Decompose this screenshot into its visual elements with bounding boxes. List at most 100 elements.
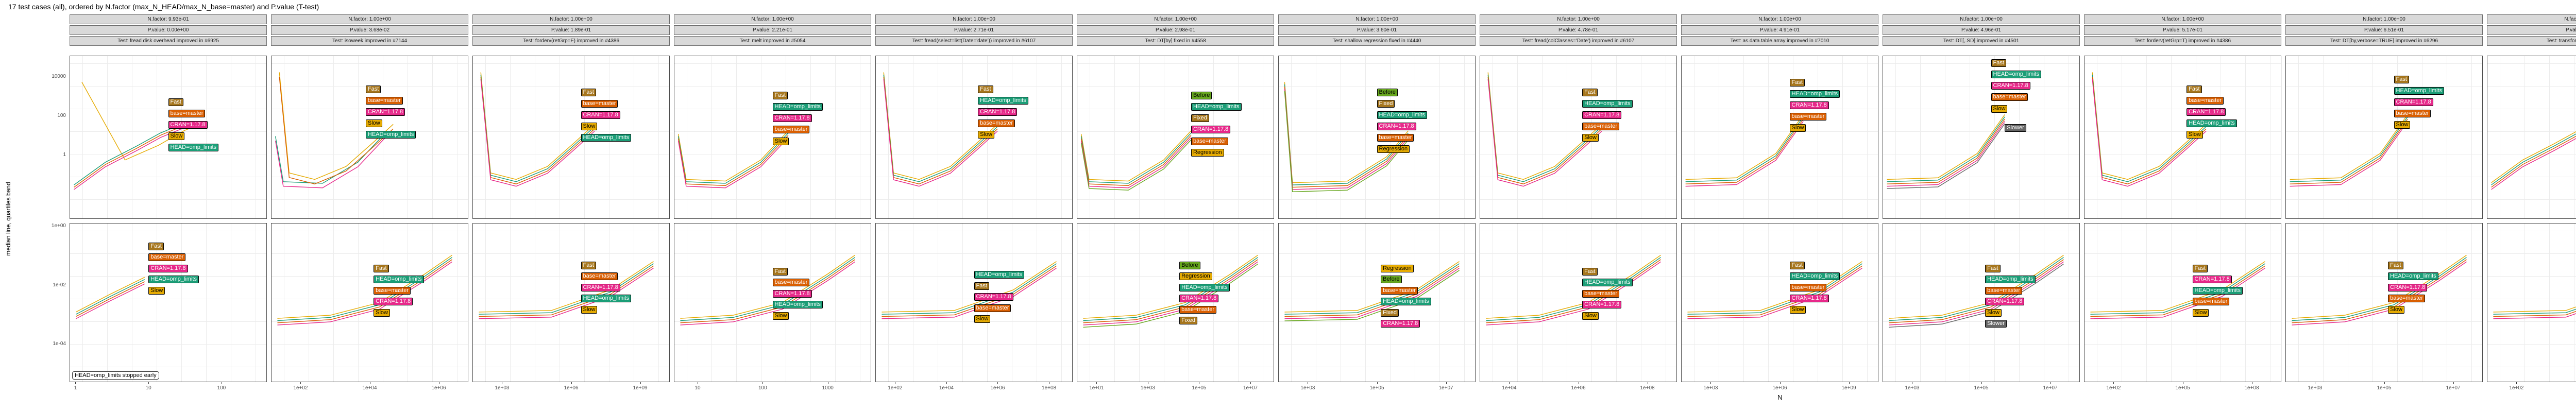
series-line-gray <box>1887 124 2005 188</box>
series-line-teal <box>74 123 184 185</box>
stopped-early-annotation: HEAD=omp_limits stopped early <box>72 371 159 380</box>
x-axis-tick-mark <box>300 382 301 384</box>
x-axis-tick-label: 1e+06 <box>564 385 579 391</box>
series-label: base=master <box>1582 289 1620 298</box>
series-label: Slow <box>374 308 390 317</box>
series-label: Fast <box>581 261 596 269</box>
series-line-magenta <box>1887 122 2005 186</box>
series-label: Regression <box>1191 148 1224 157</box>
facet-panel: Fast base=master CRAN=1.17.8 HEAD=omp_limit… <box>674 223 871 382</box>
series-line-teal <box>2292 258 2466 321</box>
series-line-mustard <box>481 73 595 180</box>
series-line-teal <box>679 133 788 183</box>
series-line-magenta <box>2290 122 2408 186</box>
series-label: base=master <box>2394 109 2431 117</box>
x-axis-tick-label: 1e+05 <box>2377 385 2392 391</box>
x-axis-tick-mark <box>148 382 149 384</box>
x-axis-tick-label: 100 <box>758 385 767 391</box>
x-axis-tick-label: 1000 <box>822 385 834 391</box>
series-label: HEAD=omp_limits <box>581 134 632 142</box>
series-label: Slow <box>772 137 789 145</box>
facet-strip-test: Test: fread(select=list(Date='date')) im… <box>875 36 1073 46</box>
series-line-magenta <box>1081 138 1191 188</box>
series-label: Fixed <box>1381 308 1399 317</box>
series-label: Fast <box>772 92 788 100</box>
series-line-teal <box>1686 117 1804 182</box>
series-line-magenta <box>76 284 144 319</box>
x-axis-tick-label: 1e+03 <box>1300 385 1315 391</box>
series-label: base=master <box>365 96 403 105</box>
x-axis-tick-label: 1e+03 <box>495 385 510 391</box>
series-line-orange <box>277 260 452 323</box>
series-label: HEAD=omp_limits <box>148 276 199 284</box>
series-label: Fast <box>148 242 164 250</box>
x-axis-tick-label: 1e+05 <box>1369 385 1384 391</box>
x-axis-tick-mark <box>2050 382 2051 384</box>
x-axis-tick-mark <box>571 382 572 384</box>
series-label: Fast <box>1789 79 1805 87</box>
series-label: Slow <box>2394 121 2411 129</box>
series-label: base=master <box>772 126 810 134</box>
facet-panel: Fast base=master CRAN=1.17.8 HEAD=omp_limit… <box>2084 56 2281 219</box>
series-line-teal <box>276 133 385 183</box>
series-label: HEAD=omp_limits <box>1789 272 1840 281</box>
x-axis-tick-label: 1e+05 <box>1974 385 1989 391</box>
series-label: Slow <box>1789 305 1806 314</box>
series-line-orange <box>76 282 144 317</box>
series-line-orange <box>2290 119 2408 184</box>
x-axis-tick-label: 1e+08 <box>2244 385 2259 391</box>
x-axis-tick-label: 1e+02 <box>888 385 903 391</box>
series-lines <box>473 224 669 382</box>
series-line-orange <box>1889 260 2063 323</box>
series-label: Slow <box>772 312 789 320</box>
series-label: Regression <box>1377 145 1410 153</box>
facet-strip-nfactor: N.factor: 1.00e+00 <box>472 14 670 24</box>
facet-panel: Fast base=master CRAN=1.17.8 Slow HEAD=omp_l… <box>271 56 468 219</box>
series-line-green <box>1284 270 1459 321</box>
series-label: base=master <box>168 109 206 117</box>
x-axis-tick-label: 1e+03 <box>1703 385 1718 391</box>
facet-strip-test: Test: melt improved in #5054 <box>674 36 871 46</box>
facet-strip-nfactor: N.factor: 1.00e+00 <box>1681 14 1878 24</box>
facet-strip-test: Test: DT[by,verbose=TRUE] improved in #6… <box>2285 36 2483 46</box>
series-label: HEAD=omp_limits <box>2192 286 2243 295</box>
series-line-green <box>1284 91 1408 192</box>
series-label: base=master <box>1377 134 1414 142</box>
series-line-magenta <box>74 128 184 190</box>
x-axis-tick-label: 1e+04 <box>362 385 377 391</box>
series-lines <box>1682 224 1878 382</box>
facet-panel: Fastbase=masterHEAD=omp_limitsCRAN=1.17.… <box>2487 223 2576 382</box>
series-label: CRAN=1.17.8 <box>365 108 405 116</box>
facet-panel: Regression Before base=master HEAD=omp_limi… <box>1278 223 1476 382</box>
series-label: CRAN=1.17.8 <box>1381 320 1420 328</box>
series-label: base=master <box>581 272 618 281</box>
facet-strip-pvalue: P.value: 3.68e-02 <box>271 25 468 35</box>
series-label: HEAD=omp_limits <box>365 130 416 139</box>
series-label: HEAD=omp_limits <box>1377 111 1428 119</box>
series-label: CRAN=1.17.8 <box>1789 295 1829 303</box>
facet-strip-nfactor: N.factor: 1.00e+00 <box>1077 14 1274 24</box>
series-label: Slow <box>581 123 598 131</box>
facet-strip-test: Test: shallow regression fixed in #4440 <box>1278 36 1476 46</box>
series-lines <box>876 224 1072 382</box>
series-label: HEAD=omp_limits <box>1789 90 1840 98</box>
series-label: HEAD=omp_limits <box>1582 100 1633 108</box>
x-axis-tick-mark <box>762 382 764 384</box>
series-label: Regression <box>1179 272 1212 281</box>
facet-strip-test: Test: as.data.table.array improved in #7… <box>1681 36 1878 46</box>
facet-strip-pvalue: P.value: 4.78e-01 <box>1480 25 1677 35</box>
series-label: CRAN=1.17.8 <box>581 283 620 291</box>
facet-strip-nfactor: N.factor: 1.00e+00 <box>674 14 871 24</box>
series-label: HEAD=omp_limits <box>772 103 823 111</box>
facet-strip-test: Test: fread(colClasses='Date') improved … <box>1480 36 1677 46</box>
x-axis-tick-mark <box>1096 382 1097 384</box>
series-line-magenta <box>884 79 997 186</box>
facet-strip-test: Test: fread disk overhead improved in #6… <box>70 36 267 46</box>
series-line-mustard <box>2492 121 2576 183</box>
series-line-orange <box>882 266 1056 316</box>
series-label: CRAN=1.17.8 <box>2388 283 2428 291</box>
facet-strip-pvalue: P.value: 1.89e-01 <box>472 25 670 35</box>
series-label: Slow <box>978 130 994 139</box>
series-label: base=master <box>1179 305 1217 314</box>
series-line-green <box>1081 140 1191 191</box>
